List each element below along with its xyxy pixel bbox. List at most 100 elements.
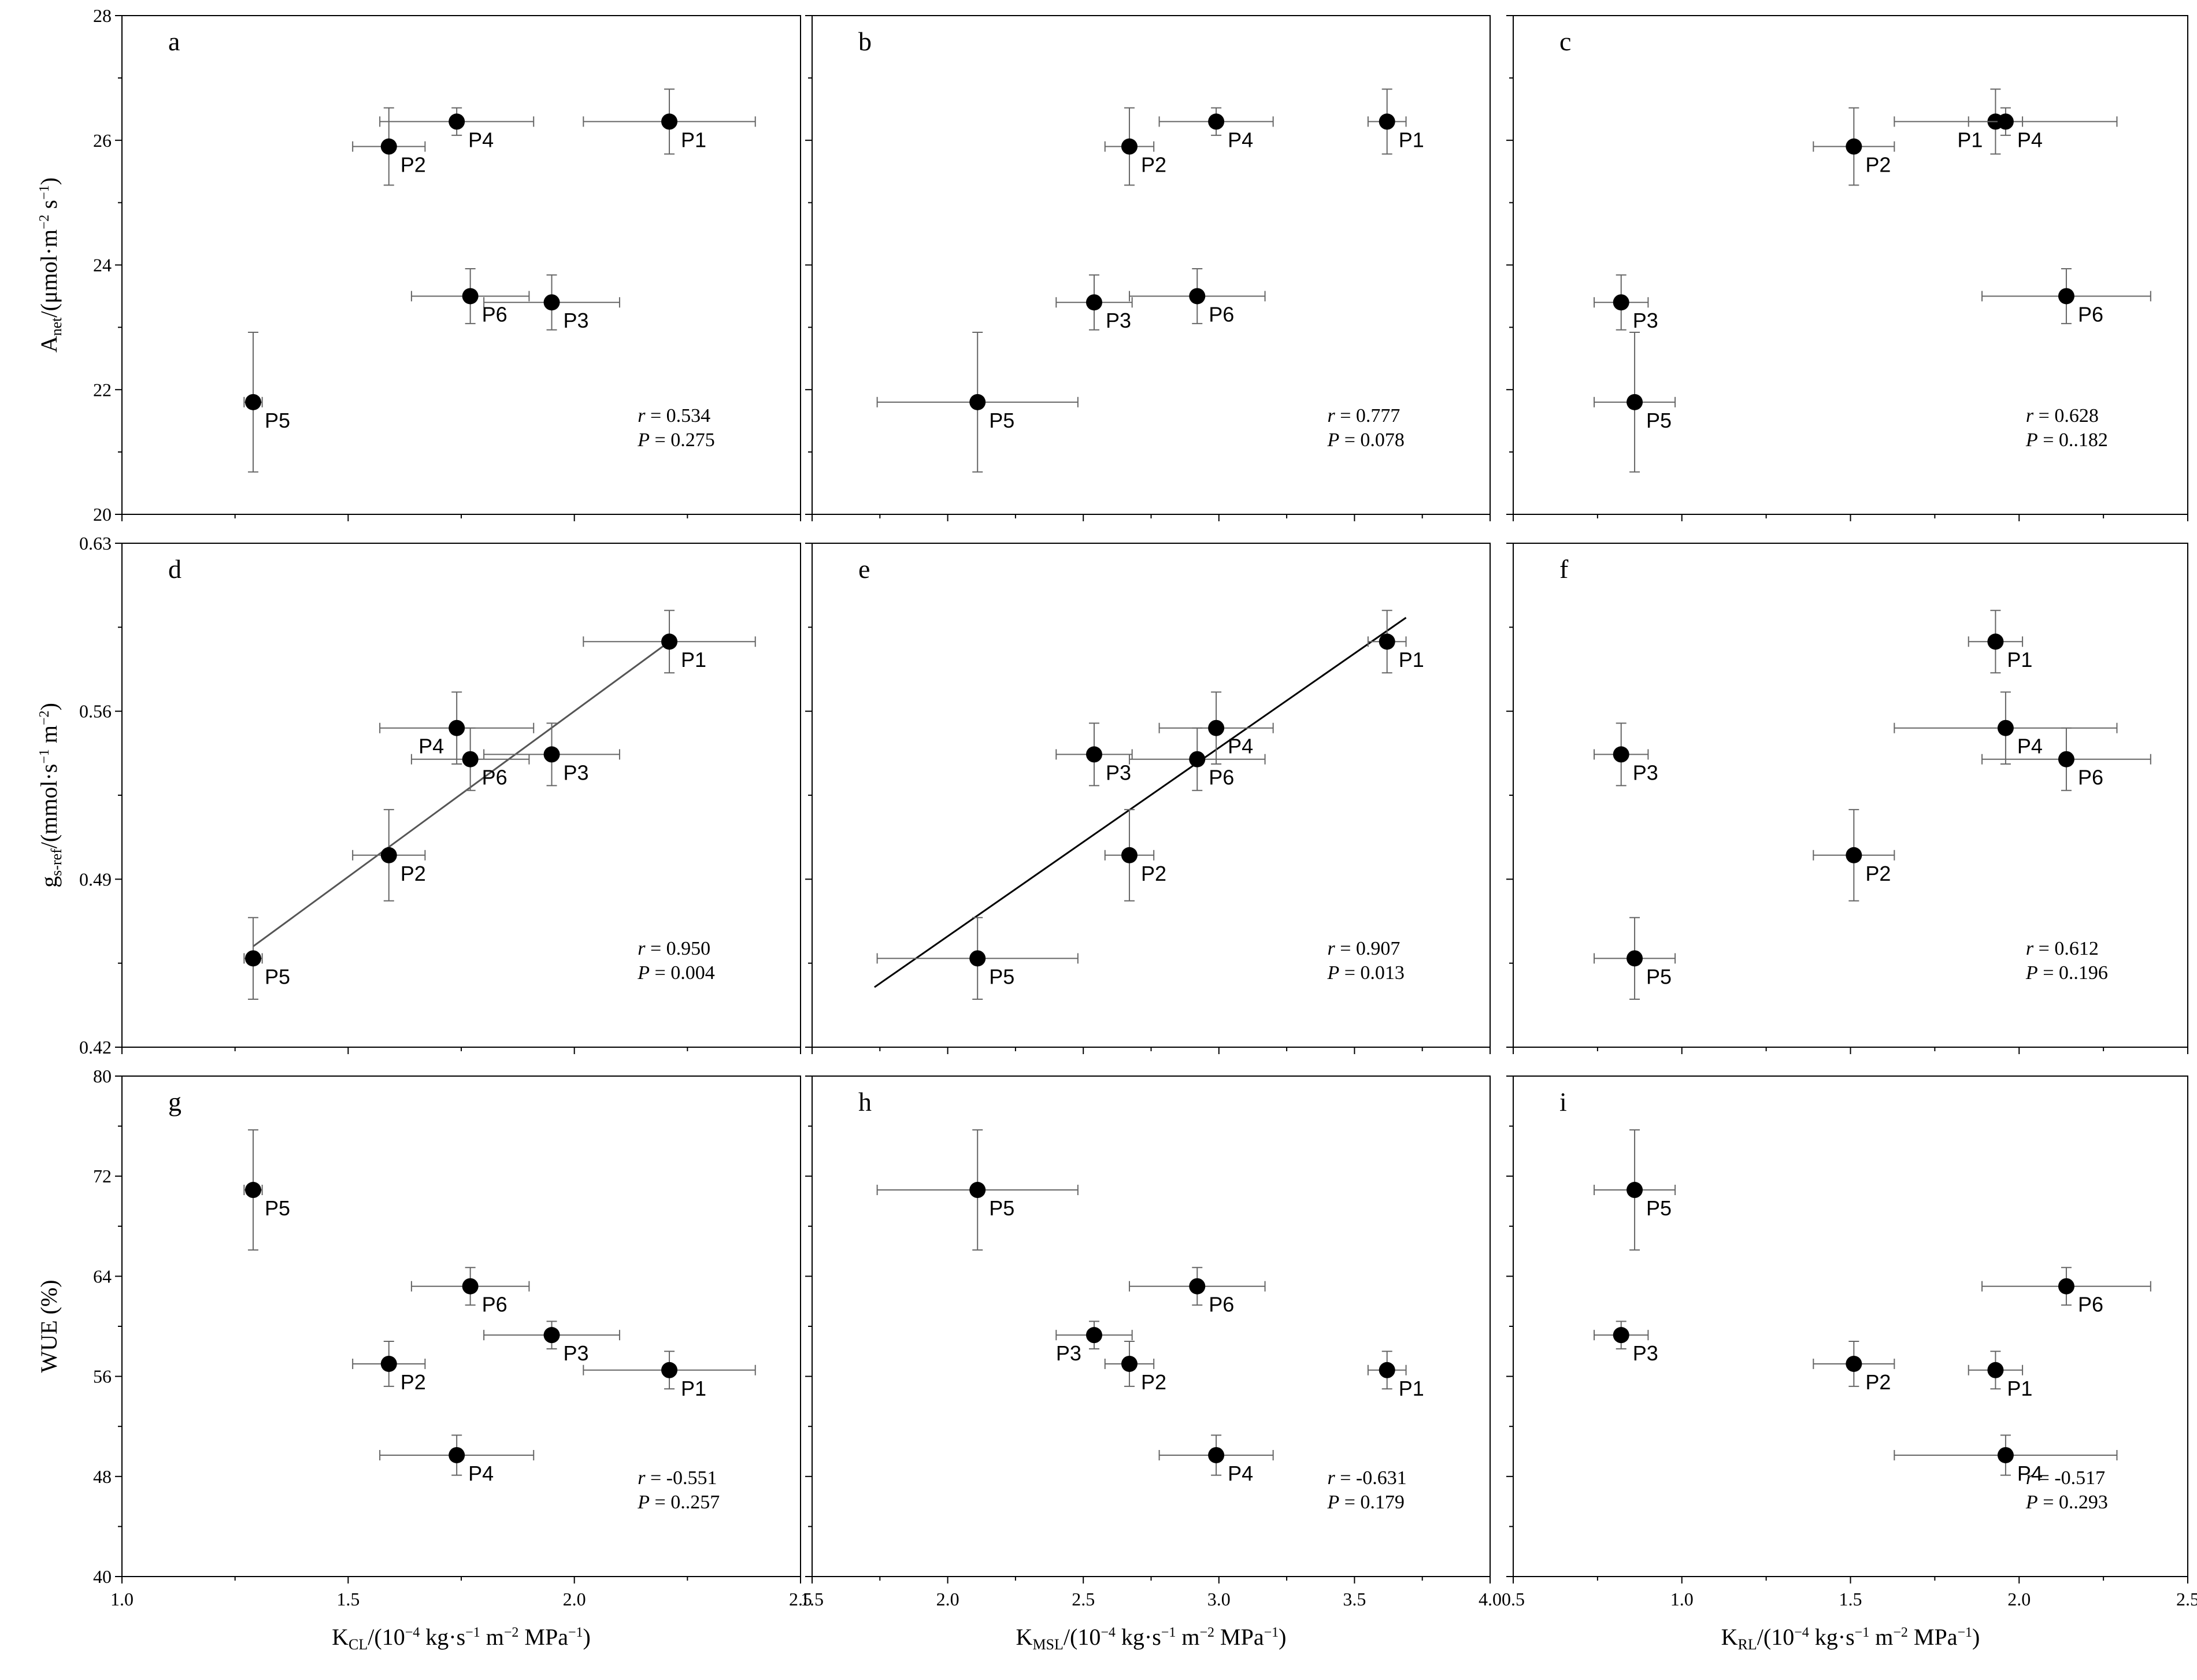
stat-r: r = 0.612	[2026, 938, 2099, 959]
point-label: P1	[681, 1377, 706, 1400]
data-point-p1	[661, 1362, 678, 1378]
x-tick-label: 2.0	[936, 1589, 959, 1609]
point-label: P2	[401, 862, 426, 885]
data-point-p6	[1189, 1278, 1206, 1295]
x-tick-label: 2.0	[2007, 1589, 2031, 1609]
x-tick-label: 3.0	[1207, 1589, 1231, 1609]
panel-letter: f	[1559, 554, 1569, 584]
y-tick-label: 0.63	[79, 533, 112, 554]
stat-p: P = 0.004	[637, 962, 714, 984]
panel-letter: g	[168, 1087, 181, 1117]
regression-line	[253, 641, 670, 947]
point-label: P4	[2017, 735, 2043, 758]
point-label: P2	[401, 1370, 426, 1394]
data-point-p4	[449, 113, 465, 130]
point-label: P4	[1228, 735, 1253, 758]
point-label: P2	[1141, 153, 1166, 177]
x-tick-label: 1.5	[801, 1589, 824, 1609]
point-label: P3	[1633, 309, 1658, 332]
point-label: P2	[401, 153, 426, 177]
stat-p: P = 0..257	[637, 1492, 720, 1513]
panel-letter: h	[858, 1087, 872, 1117]
x-tick-label: 2.5	[789, 1589, 812, 1609]
data-point-p3	[1085, 746, 1102, 763]
point-label: P5	[989, 965, 1014, 988]
stat-p: P = 0.179	[1327, 1492, 1404, 1513]
data-point-p1	[661, 113, 678, 130]
data-point-p5	[244, 950, 261, 967]
data-point-p1	[1987, 1362, 2004, 1378]
data-point-p2	[1846, 138, 1862, 155]
data-point-p5	[969, 394, 986, 410]
point-label: P4	[468, 128, 494, 151]
data-point-p5	[1627, 950, 1643, 967]
y-tick-label: 0.42	[79, 1037, 112, 1058]
data-point-p4	[449, 720, 465, 736]
y-tick-label: 64	[93, 1266, 112, 1286]
point-label: P2	[1865, 862, 1891, 885]
data-point-p4	[1997, 113, 2014, 130]
data-point-p4	[1997, 720, 2014, 736]
point-label: P4	[2017, 1462, 2043, 1485]
stat-p: P = 0.078	[1327, 429, 1404, 451]
y-tick-label: 22	[93, 379, 112, 400]
point-label: P5	[1646, 965, 1672, 988]
x-axis-label: KCL/(10−4 kg·s−1 m−2 MPa−1)	[332, 1624, 591, 1653]
x-tick-label: 2.5	[2176, 1589, 2197, 1609]
panel-letter: i	[1559, 1087, 1567, 1117]
point-label: P6	[1209, 302, 1234, 326]
x-tick-label: 0.5	[1502, 1589, 1525, 1609]
data-point-p5	[244, 1182, 261, 1199]
panel-letter: b	[858, 27, 872, 56]
point-label: P6	[2078, 302, 2103, 326]
stat-r: r = 0.907	[1327, 938, 1400, 959]
x-tick-label: 2.5	[1072, 1589, 1095, 1609]
data-point-p1	[1379, 1362, 1395, 1378]
point-label: P3	[1633, 761, 1658, 784]
data-point-p4	[1208, 113, 1225, 130]
stat-r: r = -0.517	[2026, 1467, 2105, 1489]
point-label: P6	[1209, 766, 1234, 789]
data-point-p3	[543, 746, 560, 763]
y-tick-label: 48	[93, 1466, 112, 1487]
x-axis-label: KMSL/(10−4 kg·s−1 m−2 MPa−1)	[1016, 1624, 1287, 1653]
regression-line	[874, 617, 1407, 988]
y-tick-label: 0.49	[79, 869, 112, 889]
point-label: P3	[564, 1341, 589, 1365]
y-tick-label: 80	[93, 1066, 112, 1086]
data-point-p6	[462, 751, 479, 767]
point-label: P4	[2017, 128, 2043, 151]
point-label: P6	[2078, 1293, 2103, 1316]
stat-r: r = 0.777	[1327, 405, 1400, 427]
data-point-p6	[462, 1278, 479, 1295]
point-label: P5	[1646, 409, 1672, 432]
x-tick-label: 4.0	[1479, 1589, 1502, 1609]
point-label: P4	[418, 735, 444, 758]
point-label: P4	[1228, 128, 1253, 151]
panel-letter: a	[168, 27, 180, 56]
data-point-p2	[1121, 847, 1138, 863]
data-point-p1	[1379, 113, 1395, 130]
data-point-p4	[449, 1447, 465, 1463]
data-point-p6	[1189, 751, 1206, 767]
y-tick-label: 26	[93, 130, 112, 151]
stat-r: r = 0.950	[638, 938, 710, 959]
y-tick-label: 72	[93, 1166, 112, 1186]
y-axis-label: Anet/(μmol·m−2 s−1)	[36, 177, 65, 353]
y-tick-label: 20	[93, 504, 112, 525]
x-tick-label: 1.5	[1839, 1589, 1862, 1609]
panel-g: 1.0 1.5 2.0 2.5 40 48 56 64 72 80 P1 P2 P3 P4 P5 P6 g r =…	[36, 1066, 812, 1653]
data-point-p4	[1997, 1447, 2014, 1463]
y-tick-label: 56	[93, 1366, 112, 1387]
data-point-p6	[1189, 288, 1206, 305]
data-point-p1	[1379, 633, 1395, 650]
data-point-p3	[1613, 1327, 1629, 1344]
data-point-p3	[1613, 294, 1629, 311]
point-label: P4	[468, 1462, 494, 1485]
data-point-p1	[661, 633, 678, 650]
stat-r: r = 0.628	[2026, 405, 2099, 427]
panel-letter: c	[1559, 27, 1571, 56]
